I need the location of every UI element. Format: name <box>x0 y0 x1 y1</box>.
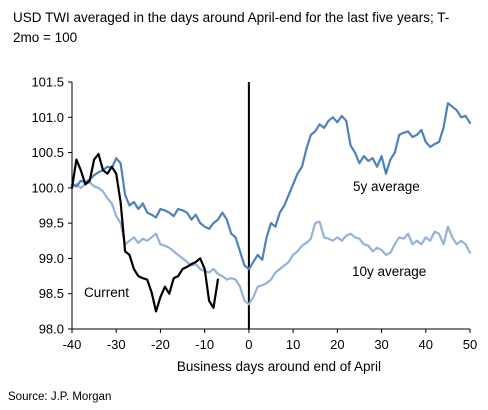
x-tick-label: 0 <box>245 337 252 352</box>
series-line-current <box>70 152 219 313</box>
chart-title: USD TWI averaged in the days around Apri… <box>13 10 450 45</box>
series-label-current: Current <box>84 285 129 300</box>
x-tick-label: -40 <box>63 337 82 352</box>
y-tick-label: 100.0 <box>31 180 64 195</box>
series-label-10y-average: 10y average <box>352 264 426 279</box>
y-tick-label: 98.0 <box>39 322 64 337</box>
y-tick-label: 100.5 <box>31 145 64 160</box>
x-tick-label: 30 <box>374 337 388 352</box>
x-tick-label: 40 <box>419 337 433 352</box>
series-label-5y-average: 5y average <box>353 179 420 194</box>
x-tick-label: -20 <box>151 337 170 352</box>
series-line-5y-average <box>70 102 472 271</box>
y-tick-label: 99.0 <box>39 251 64 266</box>
x-tick-label: 50 <box>463 337 477 352</box>
y-tick-label: 98.5 <box>39 286 64 301</box>
source-note: Source: J.P. Morgan <box>8 391 112 403</box>
series-line-10y-average <box>70 181 472 306</box>
x-tick-label: 20 <box>330 337 344 352</box>
x-tick-label: 10 <box>286 337 300 352</box>
x-axis-title: Business days around end of April <box>177 359 381 374</box>
x-tick-label: -10 <box>195 337 214 352</box>
x-tick-label: -30 <box>107 337 126 352</box>
y-tick-label: 101.0 <box>31 110 64 125</box>
y-tick-label: 99.5 <box>39 216 64 231</box>
y-tick-label: 101.5 <box>31 75 64 90</box>
